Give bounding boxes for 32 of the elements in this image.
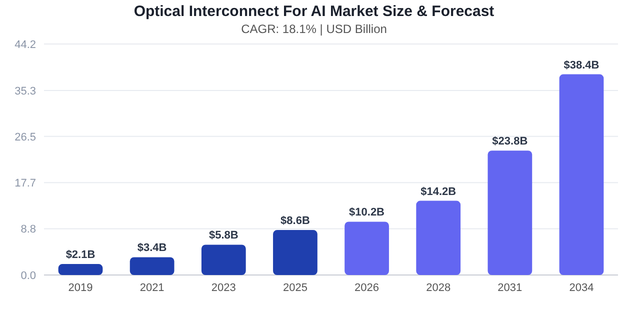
x-tick-label: 2034 [569,282,594,294]
data-label: $10.2B [349,206,385,219]
data-label: $3.4B [137,242,167,254]
bar [559,74,604,275]
y-tick-label: 8.8 [20,224,36,236]
data-label: $2.1B [66,249,96,262]
chart-subtitle: CAGR: 18.1% | USD Billion [241,22,387,36]
x-tick-label: 2031 [498,282,522,294]
x-tick-label: 2028 [426,282,451,294]
x-tick-label: 2025 [282,282,308,294]
data-label: $8.6B [280,215,310,228]
bar [201,244,246,275]
y-tick-label: 44.2 [14,38,36,51]
data-label: $5.8B [208,230,238,242]
y-tick-label: 17.7 [14,177,36,190]
bar [488,150,532,275]
data-label: $23.8B [492,136,528,148]
y-tick-label: 0.0 [20,270,36,282]
y-tick-label: 35.3 [14,85,36,98]
data-label: $14.2B [420,186,456,198]
x-tick-label: 2021 [140,282,164,294]
bar [273,230,318,275]
chart-title: Optical Interconnect For AI Market Size & Forecast [134,3,494,20]
bar [416,200,461,275]
x-tick-label: 2026 [354,282,380,294]
x-tick-label: 2019 [68,282,93,294]
bar [344,222,389,275]
bar [130,257,174,275]
x-tick-label: 2023 [211,282,236,294]
data-label: $38.4B [564,59,600,72]
bar [58,264,103,275]
y-tick-label: 26.5 [14,131,36,144]
